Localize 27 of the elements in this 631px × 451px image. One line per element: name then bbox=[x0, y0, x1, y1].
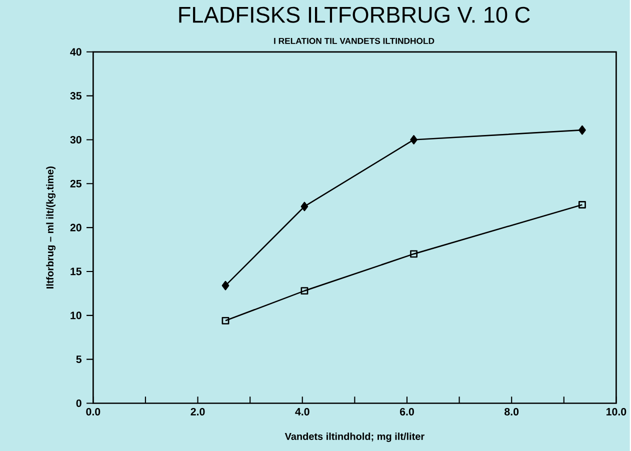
y-tick-label: 40 bbox=[70, 48, 82, 56]
y-tick-label: 35 bbox=[70, 92, 82, 100]
point bbox=[578, 200, 586, 208]
x-axis-title: Vandets iltindhold; mg ilt/liter bbox=[284, 432, 424, 442]
x-tick-label: 6.0 bbox=[400, 408, 414, 416]
point bbox=[410, 250, 418, 258]
x-tick-label: 8.0 bbox=[504, 408, 519, 416]
point bbox=[300, 202, 308, 212]
x-tick-label: 10.0 bbox=[606, 408, 626, 416]
y-tick-label: 10 bbox=[70, 312, 82, 320]
y-tick-label: 30 bbox=[70, 136, 82, 144]
y-tick-label: 25 bbox=[70, 180, 82, 188]
y-tick-label: 5 bbox=[76, 356, 82, 363]
y-tick-label: 0 bbox=[76, 399, 82, 407]
point bbox=[410, 135, 418, 144]
y-tick-label: 15 bbox=[70, 268, 82, 276]
chart-subtitle: I RELATION TIL VANDETS ILTINDHOLD bbox=[274, 38, 434, 44]
x-tick-label: 0.0 bbox=[86, 408, 100, 416]
point bbox=[578, 125, 586, 135]
x-tick-label: 2.0 bbox=[190, 408, 205, 416]
y-tick-label: 20 bbox=[70, 224, 82, 232]
point bbox=[222, 316, 230, 324]
point bbox=[300, 287, 308, 294]
x-tick-label: 4.0 bbox=[295, 408, 310, 416]
chart-title: FLADFISKS ILTFORBRUG V. 10 C bbox=[179, 6, 530, 23]
y-axis-title: Iltforbrug – ml ilt/(kg.time) bbox=[46, 166, 56, 288]
point bbox=[222, 280, 230, 290]
